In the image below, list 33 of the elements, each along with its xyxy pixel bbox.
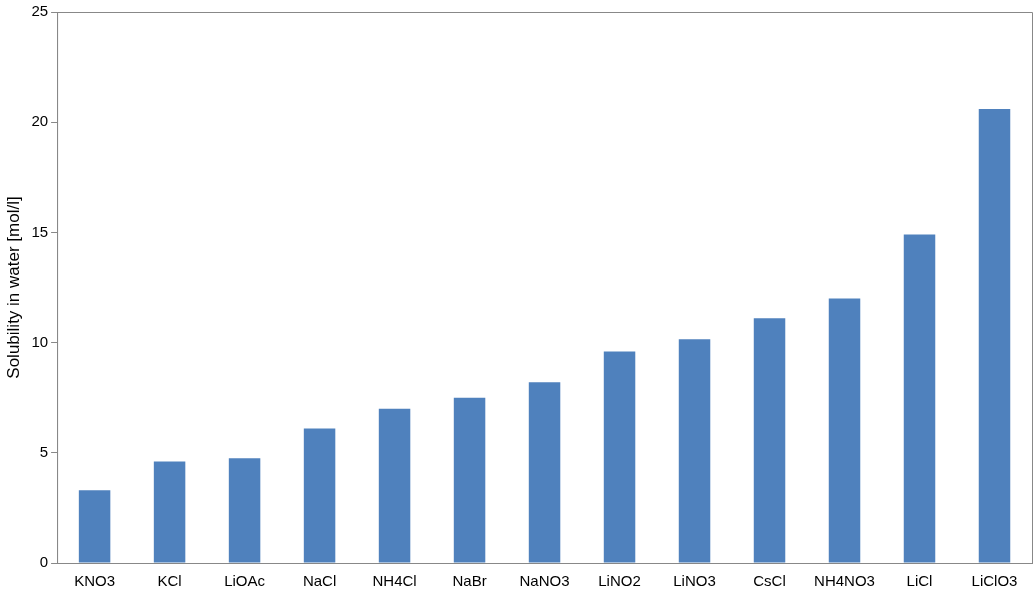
bar <box>453 397 486 563</box>
bar <box>753 318 786 563</box>
bar <box>528 382 561 563</box>
x-tick-label: KCl <box>157 572 182 590</box>
y-tick-label: 15 <box>31 222 49 240</box>
x-tick-label: LiNO2 <box>598 572 641 590</box>
x-tick-label: LiOAc <box>224 572 266 590</box>
bar <box>603 351 636 563</box>
bar <box>678 339 711 563</box>
x-tick-label: NH4Cl <box>372 572 417 590</box>
x-tick-label: LiClO3 <box>971 572 1018 590</box>
x-tick-label: NaCl <box>302 572 337 590</box>
x-tick-label: NaNO3 <box>519 572 570 590</box>
x-tick-label: CsCl <box>753 572 786 590</box>
bar <box>378 408 411 563</box>
x-tick-label: LiNO3 <box>673 572 716 590</box>
y-tick-label: 10 <box>31 332 49 350</box>
x-tick-label: KNO3 <box>74 572 116 590</box>
y-axis-title: Solubility in water [mol/l] <box>3 196 23 379</box>
x-tick-label: NH4NO3 <box>814 572 875 590</box>
y-tick-label: 5 <box>39 442 49 460</box>
x-tick-label: LiCl <box>906 572 933 590</box>
bar <box>303 428 336 563</box>
bar <box>228 458 261 563</box>
x-tick-label: NaBr <box>452 572 487 590</box>
bar <box>78 490 111 563</box>
bar <box>828 298 861 563</box>
bar <box>153 461 186 563</box>
y-tick-label: 20 <box>31 112 49 130</box>
y-tick-label: 25 <box>31 2 49 20</box>
bar <box>903 234 936 563</box>
y-tick-label: 0 <box>39 553 49 571</box>
bar <box>978 108 1011 563</box>
